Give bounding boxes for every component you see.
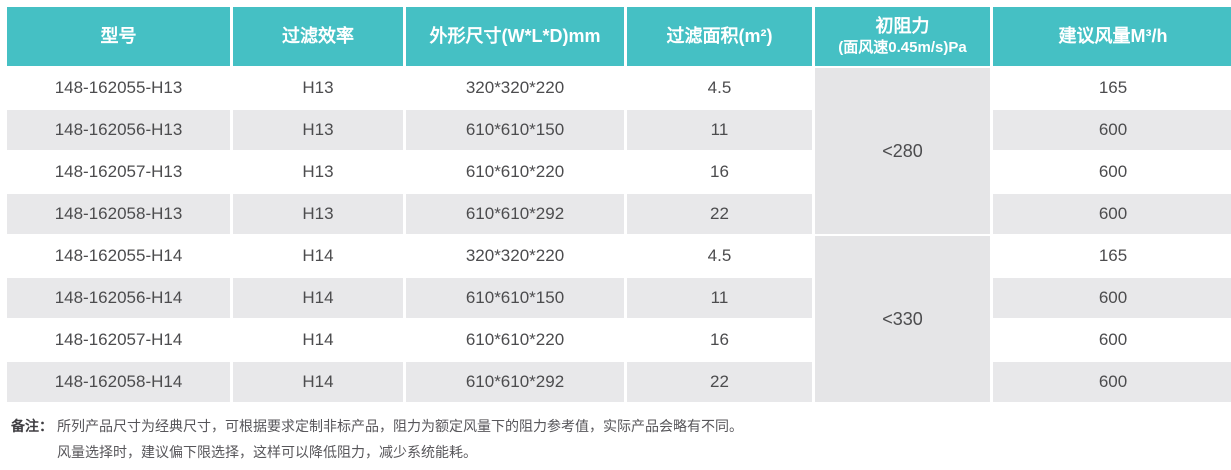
cell-efficiency: H13 bbox=[233, 68, 403, 108]
cell-area: 16 bbox=[627, 320, 812, 360]
cell-area: 4.5 bbox=[627, 236, 812, 276]
col-header-airflow: 建议风量M³/h bbox=[993, 7, 1231, 66]
cell-model: 148-162057-H14 bbox=[7, 320, 230, 360]
cell-model: 148-162056-H13 bbox=[7, 110, 230, 150]
cell-model: 148-162057-H13 bbox=[7, 152, 230, 192]
table-row: 148-162055-H13 H13 320*320*220 4.5 <280 165 bbox=[7, 68, 1231, 234]
cell-dimensions: 610*610*292 bbox=[406, 362, 624, 402]
cell-model: 148-162055-H13 bbox=[7, 68, 230, 108]
cell-dimensions: 610*610*220 bbox=[406, 152, 624, 192]
notes-section: 备注： 所列产品尺寸为经典尺寸，可根据要求定制非标产品，阻力为额定风量下的阻力参… bbox=[11, 413, 1227, 465]
cell-airflow: 600 bbox=[993, 194, 1231, 234]
col-header-resistance-title: 初阻力 bbox=[875, 15, 930, 36]
col-header-dimensions: 外形尺寸(W*L*D)mm bbox=[406, 7, 624, 66]
cell-efficiency: H14 bbox=[233, 362, 403, 402]
cell-model: 148-162058-H14 bbox=[7, 362, 230, 402]
product-spec-table: 型号 过滤效率 外形尺寸(W*L*D)mm 过滤面积(m²) 初阻力 (面风速0… bbox=[4, 5, 1231, 404]
cell-area: 4.5 bbox=[627, 68, 812, 108]
table-row: 148-162055-H14 H14 320*320*220 4.5 <330 165 bbox=[7, 236, 1231, 402]
cell-area: 11 bbox=[627, 278, 812, 318]
cell-area: 22 bbox=[627, 362, 812, 402]
table-row: 148-162058-H13 H13 610*610*292 22 600 bbox=[7, 194, 1231, 234]
notes-label: 备注： bbox=[11, 418, 53, 434]
cell-dimensions: 610*610*220 bbox=[406, 320, 624, 360]
cell-dimensions: 610*610*150 bbox=[406, 278, 624, 318]
cell-airflow: 165 bbox=[993, 68, 1231, 108]
cell-area: 16 bbox=[627, 152, 812, 192]
cell-airflow: 165 bbox=[993, 236, 1231, 276]
table-row: 148-162058-H14 H14 610*610*292 22 600 bbox=[7, 362, 1231, 402]
table-row: 148-162057-H14 H14 610*610*220 16 600 bbox=[7, 320, 1231, 360]
cell-model: 148-162058-H13 bbox=[7, 194, 230, 234]
cell-airflow: 600 bbox=[993, 320, 1231, 360]
col-header-resistance-subtitle: (面风速0.45m/s)Pa bbox=[838, 39, 967, 57]
table-body: 148-162055-H13 H13 320*320*220 4.5 <280 165 14… bbox=[7, 68, 1231, 402]
cell-efficiency: H14 bbox=[233, 278, 403, 318]
cell-resistance-merged: <280 bbox=[815, 68, 990, 234]
table-row: 148-162057-H13 H13 610*610*220 16 600 bbox=[7, 152, 1231, 192]
table-header: 型号 过滤效率 外形尺寸(W*L*D)mm 过滤面积(m²) 初阻力 (面风速0… bbox=[7, 7, 1231, 66]
table-row: 148-162056-H13 H13 610*610*150 11 600 bbox=[7, 110, 1231, 150]
cell-efficiency: H14 bbox=[233, 236, 403, 276]
cell-airflow: 600 bbox=[993, 110, 1231, 150]
cell-airflow: 600 bbox=[993, 278, 1231, 318]
cell-efficiency: H13 bbox=[233, 194, 403, 234]
cell-efficiency: H13 bbox=[233, 110, 403, 150]
cell-model: 148-162055-H14 bbox=[7, 236, 230, 276]
cell-dimensions: 320*320*220 bbox=[406, 236, 624, 276]
cell-model: 148-162056-H14 bbox=[7, 278, 230, 318]
table-row: 148-162056-H14 H14 610*610*150 11 600 bbox=[7, 278, 1231, 318]
cell-area: 11 bbox=[627, 110, 812, 150]
cell-resistance-merged: <330 bbox=[815, 236, 990, 402]
cell-area: 22 bbox=[627, 194, 812, 234]
cell-dimensions: 610*610*292 bbox=[406, 194, 624, 234]
cell-airflow: 600 bbox=[993, 362, 1231, 402]
cell-airflow: 600 bbox=[993, 152, 1231, 192]
col-header-area: 过滤面积(m²) bbox=[627, 7, 812, 66]
cell-dimensions: 610*610*150 bbox=[406, 110, 624, 150]
col-header-model: 型号 bbox=[7, 7, 230, 66]
col-header-resistance: 初阻力 (面风速0.45m/s)Pa bbox=[815, 7, 990, 66]
cell-efficiency: H13 bbox=[233, 152, 403, 192]
note-line-2: 风量选择时，建议偏下限选择，这样可以降低阻力，减少系统能耗。 bbox=[57, 444, 477, 460]
cell-efficiency: H14 bbox=[233, 320, 403, 360]
cell-dimensions: 320*320*220 bbox=[406, 68, 624, 108]
notes-lines: 所列产品尺寸为经典尺寸，可根据要求定制非标产品，阻力为额定风量下的阻力参考值，实… bbox=[57, 413, 1227, 465]
note-line-1: 所列产品尺寸为经典尺寸，可根据要求定制非标产品，阻力为额定风量下的阻力参考值，实… bbox=[57, 418, 743, 434]
header-row: 型号 过滤效率 外形尺寸(W*L*D)mm 过滤面积(m²) 初阻力 (面风速0… bbox=[7, 7, 1231, 66]
col-header-efficiency: 过滤效率 bbox=[233, 7, 403, 66]
